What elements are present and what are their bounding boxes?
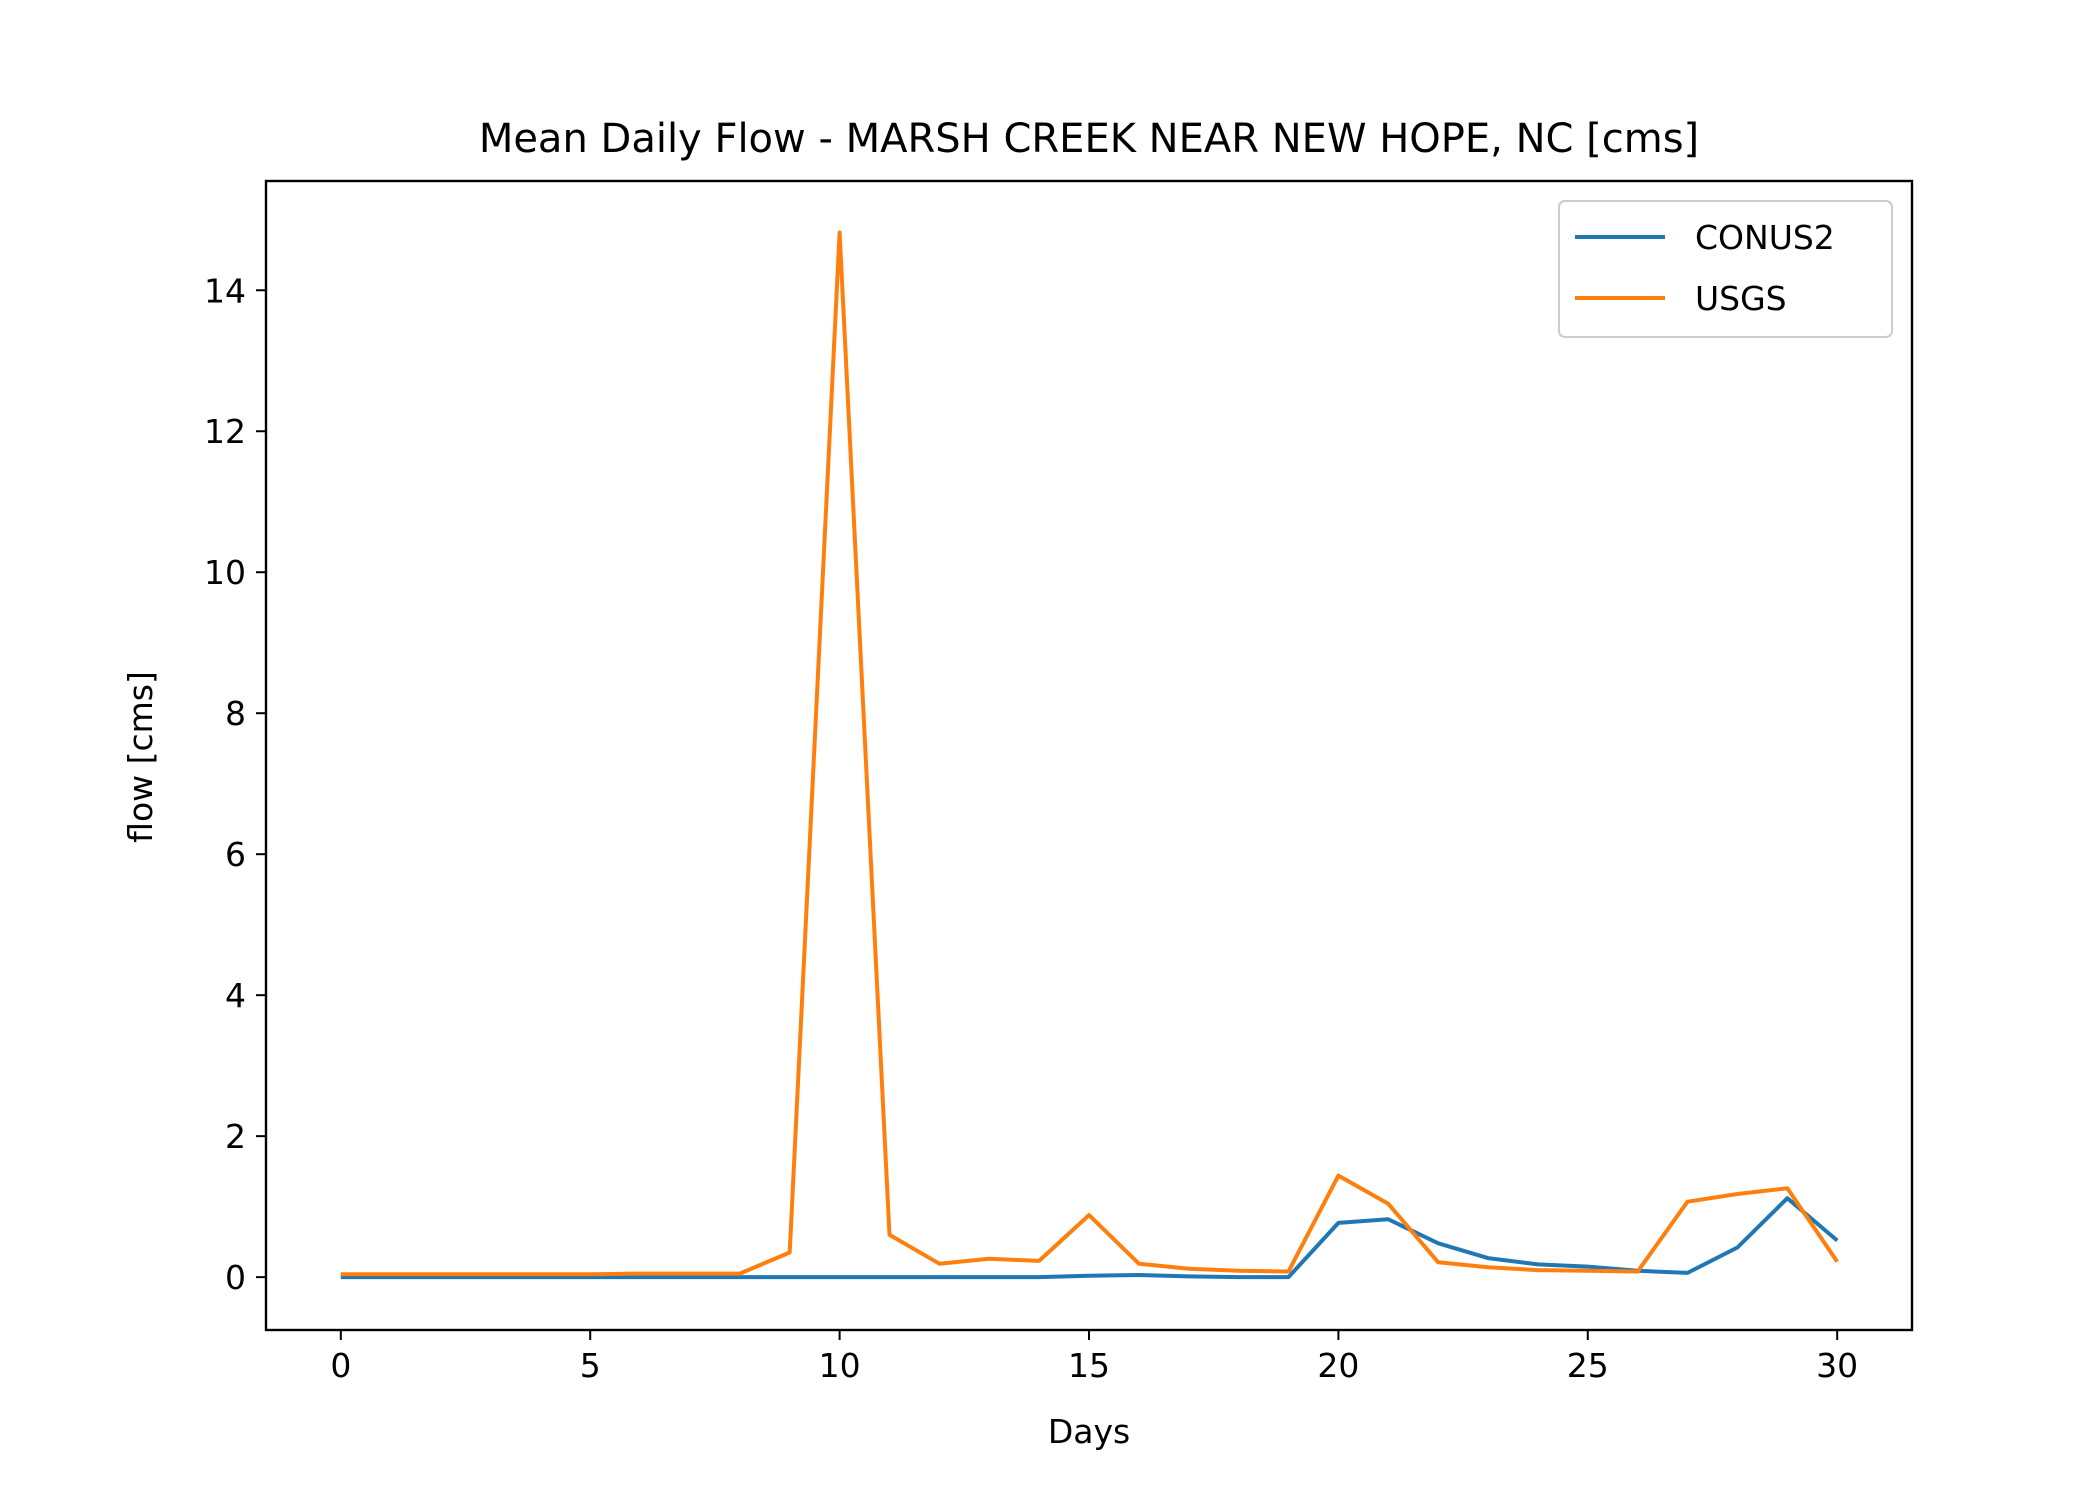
x-tick-label: 10 (819, 1346, 861, 1385)
legend-label-usgs: USGS (1695, 279, 1787, 318)
axis-ticks: 0 5 10 15 20 25 30 0 2 4 6 8 10 12 14 (204, 271, 1858, 1385)
legend-label-conus2: CONUS2 (1695, 218, 1835, 257)
x-axis-label: Days (1048, 1412, 1130, 1451)
chart-title: Mean Daily Flow - MARSH CREEK NEAR NEW H… (479, 116, 1699, 162)
plot-area-frame (264, 179, 1914, 1332)
y-tick-label: 12 (204, 412, 246, 451)
legend: CONUS2 USGS (1558, 200, 1893, 338)
y-axis-label: flow [cms] (121, 671, 160, 843)
series-lines (340, 230, 1839, 1280)
y-tick-label: 10 (204, 553, 246, 592)
x-tick-label: 30 (1816, 1346, 1858, 1385)
y-tick-label: 2 (225, 1117, 246, 1156)
x-tick-label: 15 (1068, 1346, 1110, 1385)
x-tick-label: 0 (330, 1346, 351, 1385)
y-tick-label: 6 (225, 835, 246, 874)
y-tick-label: 14 (204, 271, 246, 310)
series-line-conus2 (340, 1196, 1839, 1280)
series-line-usgs (340, 230, 1839, 1277)
y-tick-label: 8 (225, 694, 246, 733)
x-tick-label: 5 (580, 1346, 601, 1385)
x-tick-label: 25 (1567, 1346, 1609, 1385)
y-tick-label: 4 (225, 976, 246, 1015)
x-tick-label: 20 (1317, 1346, 1359, 1385)
y-tick-label: 0 (225, 1258, 246, 1297)
